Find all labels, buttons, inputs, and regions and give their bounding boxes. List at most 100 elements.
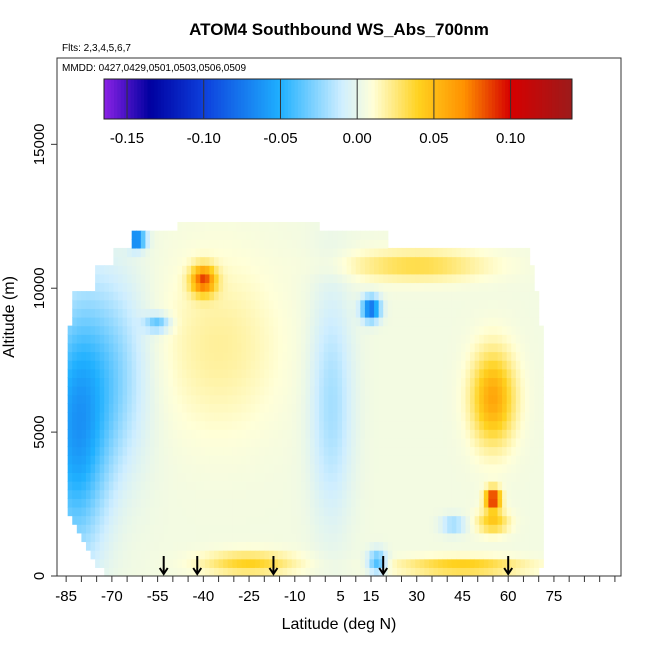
heatmap-cell — [264, 360, 270, 370]
heatmap-cell — [232, 455, 238, 465]
heatmap-cell — [72, 368, 78, 379]
heatmap-cell — [483, 558, 489, 568]
heatmap-cell — [195, 420, 201, 430]
heatmap-cell — [474, 403, 480, 413]
heatmap-cell — [515, 247, 521, 258]
heatmap-cell — [264, 342, 270, 353]
heatmap-cell — [168, 489, 174, 499]
heatmap-cell — [323, 360, 329, 370]
heatmap-cell — [305, 230, 311, 240]
heatmap-cell — [218, 472, 224, 482]
heatmap-cell — [250, 550, 256, 560]
heatmap-cell — [383, 342, 389, 353]
heatmap-cell — [442, 550, 448, 560]
heatmap-cell — [296, 273, 302, 284]
heatmap-cell — [305, 256, 311, 266]
heatmap-cell — [136, 360, 142, 370]
heatmap-cell — [332, 247, 339, 258]
heatmap-cell — [442, 515, 448, 525]
heatmap-cell — [515, 308, 521, 318]
heatmap-cell — [104, 506, 110, 517]
heatmap-cell — [209, 325, 215, 335]
heatmap-cell — [296, 360, 302, 370]
heatmap-cell — [323, 550, 329, 560]
heatmap-cell — [264, 351, 270, 361]
heatmap-cell — [246, 317, 252, 327]
heatmap-cell — [122, 420, 128, 430]
heatmap-cell — [131, 515, 137, 525]
heatmap-cell — [287, 377, 293, 387]
heatmap-cell — [342, 567, 348, 577]
colorbar-swatch — [444, 79, 449, 119]
heatmap-cell — [278, 299, 284, 309]
heatmap-cell — [145, 524, 151, 534]
heatmap-cell — [236, 377, 243, 387]
heatmap-cell — [90, 481, 96, 491]
heatmap-cell — [396, 420, 403, 430]
heatmap-cell — [460, 541, 467, 551]
heatmap-cell — [474, 325, 480, 335]
heatmap-cell — [483, 368, 489, 379]
heatmap-cell — [250, 222, 256, 232]
heatmap-cell — [232, 429, 238, 439]
heatmap-cell — [159, 437, 165, 448]
heatmap-cell — [310, 239, 316, 249]
heatmap-cell — [140, 403, 147, 413]
heatmap-cell — [259, 558, 265, 568]
heatmap-cell — [149, 394, 156, 404]
heatmap-cell — [191, 420, 197, 430]
heatmap-cell — [154, 291, 160, 301]
heatmap-cell — [149, 420, 156, 430]
heatmap-cell — [223, 256, 229, 266]
heatmap-cell — [433, 386, 439, 396]
heatmap-cell — [374, 291, 380, 301]
flight-marker-arrow — [268, 556, 279, 576]
heatmap-cell — [113, 394, 119, 404]
heatmap-cell — [131, 308, 137, 318]
heatmap-cell — [479, 291, 485, 301]
heatmap-cell — [99, 377, 105, 387]
heatmap-cell — [428, 360, 435, 370]
heatmap-cell — [122, 247, 128, 258]
heatmap-cell — [442, 481, 448, 491]
heatmap-cell — [172, 429, 179, 439]
heatmap-cell — [108, 317, 114, 327]
heatmap-cell — [424, 403, 430, 413]
heatmap-cell — [145, 360, 151, 370]
heatmap-cell — [515, 291, 521, 301]
heatmap-cell — [273, 342, 279, 353]
heatmap-cell — [337, 558, 343, 568]
heatmap-cell — [90, 524, 96, 534]
heatmap-cell — [131, 256, 137, 266]
heatmap-cell — [488, 291, 494, 301]
heatmap-cell — [328, 567, 334, 577]
heatmap-cell — [451, 481, 457, 491]
heatmap-cell — [214, 403, 220, 413]
heatmap-cell — [149, 403, 156, 413]
heatmap-cell — [209, 256, 215, 266]
heatmap-cell — [85, 394, 92, 404]
heatmap-cell — [337, 291, 343, 301]
heatmap-cell — [218, 342, 224, 353]
heatmap-cell — [72, 351, 78, 361]
heatmap-cell — [483, 524, 489, 534]
heatmap-cell — [337, 489, 343, 499]
heatmap-cell — [424, 489, 430, 499]
heatmap-cell — [488, 351, 494, 361]
heatmap-cell — [310, 222, 316, 232]
heatmap-cell — [392, 481, 398, 491]
heatmap-cell — [465, 334, 471, 344]
heatmap-cell — [259, 239, 265, 249]
heatmap-cell — [181, 567, 188, 577]
heatmap-cell — [465, 247, 471, 258]
heatmap-cell — [186, 299, 192, 309]
heatmap-cell — [305, 524, 311, 534]
heatmap-cell — [515, 334, 521, 344]
heatmap-cell — [232, 411, 238, 422]
heatmap-cell — [236, 403, 243, 413]
heatmap-cell — [214, 239, 220, 249]
heatmap-cell — [95, 455, 101, 465]
heatmap-cell — [529, 273, 535, 284]
heatmap-cell — [383, 524, 389, 534]
heatmap-cell — [474, 481, 480, 491]
